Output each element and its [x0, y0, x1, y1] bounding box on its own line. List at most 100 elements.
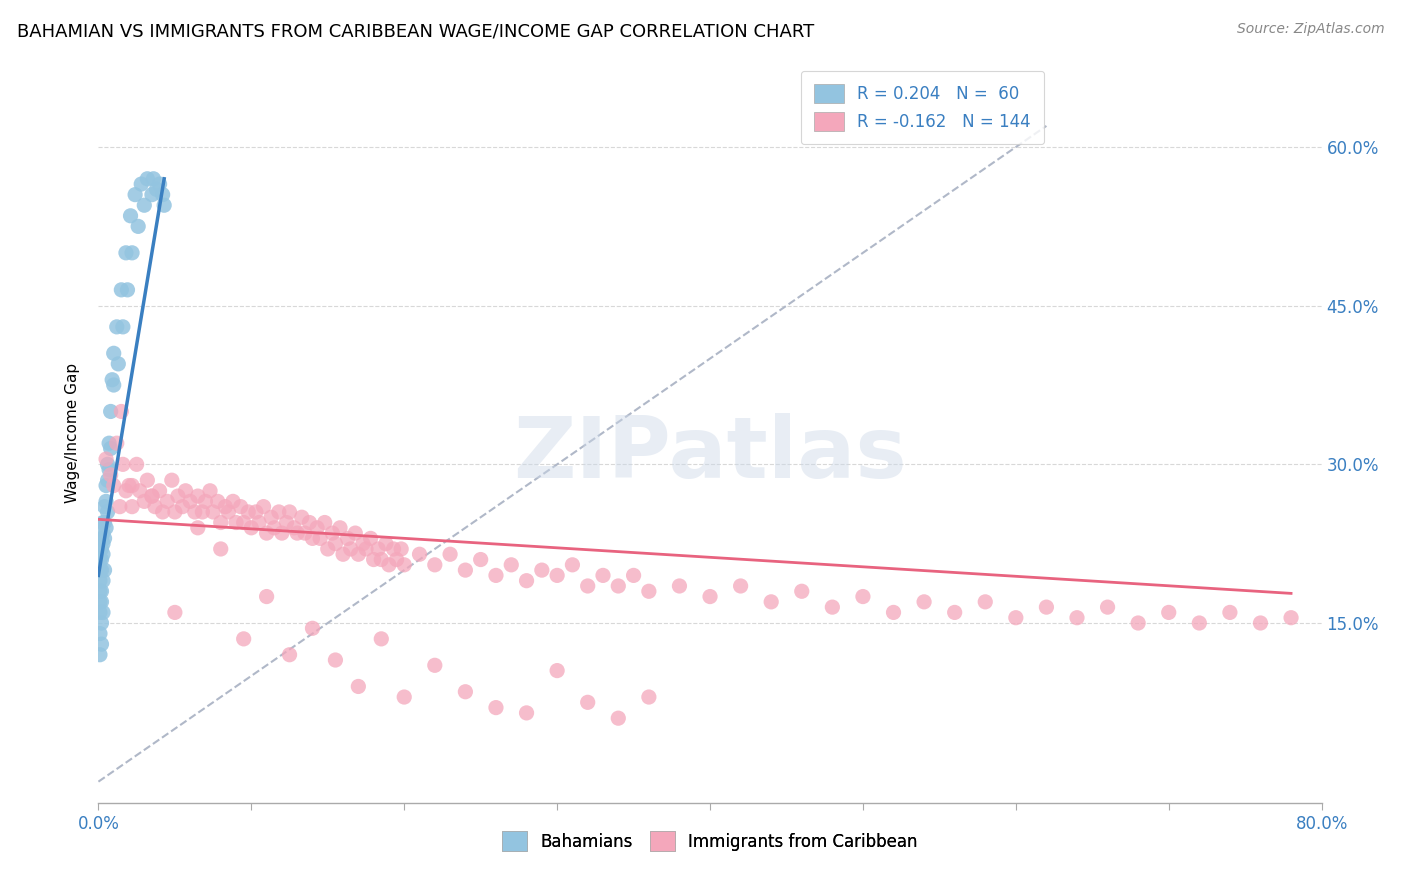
Point — [294, 526, 316, 541]
Point — [423, 658, 446, 673]
Point — [90, 615, 112, 630]
Point — [222, 494, 245, 508]
Point — [89, 648, 111, 662]
Point — [127, 219, 149, 234]
Point — [194, 494, 217, 508]
Point — [852, 590, 875, 604]
Point — [103, 478, 125, 492]
Point — [103, 346, 125, 360]
Point — [943, 606, 966, 620]
Point — [370, 632, 392, 646]
Point — [121, 245, 143, 260]
Point — [1249, 615, 1271, 630]
Point — [152, 187, 174, 202]
Point — [141, 187, 163, 202]
Point — [89, 552, 111, 566]
Point — [607, 579, 630, 593]
Point — [100, 442, 122, 456]
Y-axis label: Wage/Income Gap: Wage/Income Gap — [65, 362, 80, 503]
Point — [97, 505, 120, 519]
Point — [115, 483, 138, 498]
Point — [93, 516, 115, 530]
Point — [107, 357, 129, 371]
Point — [94, 452, 117, 467]
Point — [167, 489, 190, 503]
Point — [163, 505, 186, 519]
Point — [105, 319, 128, 334]
Point — [347, 680, 370, 694]
Point — [363, 552, 385, 566]
Point — [93, 563, 115, 577]
Point — [90, 552, 112, 566]
Point — [174, 483, 197, 498]
Point — [149, 177, 172, 191]
Point — [546, 664, 568, 678]
Point — [1066, 611, 1088, 625]
Point — [90, 532, 112, 546]
Point — [352, 537, 374, 551]
Point — [94, 478, 117, 492]
Point — [307, 521, 329, 535]
Point — [260, 510, 283, 524]
Point — [209, 541, 232, 556]
Point — [637, 584, 661, 599]
Point — [278, 648, 301, 662]
Point — [143, 500, 166, 514]
Point — [1279, 611, 1302, 625]
Point — [225, 516, 247, 530]
Point — [111, 458, 134, 472]
Point — [329, 521, 352, 535]
Point — [89, 595, 111, 609]
Point — [90, 584, 112, 599]
Point — [93, 500, 115, 514]
Point — [91, 516, 114, 530]
Point — [90, 563, 112, 577]
Point — [730, 579, 752, 593]
Point — [136, 473, 159, 487]
Point — [214, 500, 236, 514]
Point — [94, 494, 117, 508]
Point — [336, 532, 359, 546]
Point — [1004, 611, 1026, 625]
Point — [129, 177, 152, 191]
Point — [283, 521, 305, 535]
Point — [179, 494, 201, 508]
Point — [89, 541, 111, 556]
Point — [100, 404, 122, 418]
Point — [546, 568, 568, 582]
Point — [209, 516, 232, 530]
Point — [1128, 615, 1150, 630]
Point — [89, 574, 111, 588]
Point — [149, 483, 172, 498]
Point — [267, 505, 290, 519]
Point — [374, 537, 396, 551]
Point — [156, 494, 179, 508]
Point — [423, 558, 446, 572]
Point — [367, 541, 389, 556]
Point — [141, 489, 163, 503]
Point — [125, 458, 148, 472]
Point — [1188, 615, 1211, 630]
Point — [90, 637, 112, 651]
Point — [91, 526, 114, 541]
Point — [485, 700, 508, 714]
Point — [120, 209, 142, 223]
Point — [90, 595, 112, 609]
Point — [263, 521, 285, 535]
Point — [245, 505, 267, 519]
Point — [110, 404, 132, 418]
Point — [821, 600, 844, 615]
Point — [668, 579, 690, 593]
Point — [89, 563, 111, 577]
Point — [592, 568, 614, 582]
Point — [576, 579, 599, 593]
Point — [145, 182, 167, 196]
Point — [516, 706, 538, 720]
Point — [121, 478, 143, 492]
Point — [136, 171, 159, 186]
Point — [439, 547, 461, 561]
Point — [163, 606, 186, 620]
Text: ZIPatlas: ZIPatlas — [513, 413, 907, 496]
Point — [370, 552, 392, 566]
Text: Source: ZipAtlas.com: Source: ZipAtlas.com — [1237, 22, 1385, 37]
